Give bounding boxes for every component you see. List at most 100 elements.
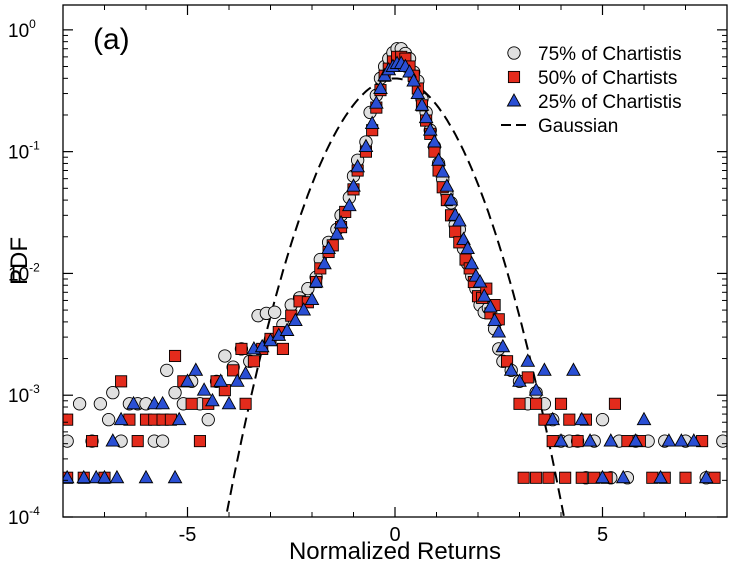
triangle-point <box>97 469 112 484</box>
square-point <box>513 397 526 410</box>
x-axis-label: Normalized Returns <box>289 538 501 565</box>
series-square <box>63 50 721 484</box>
circle-point <box>595 413 610 427</box>
triangle-point <box>373 80 388 94</box>
axis-ticks: -5 0 5 10-4 10-3 10-2 10-1 100 <box>8 5 728 546</box>
square-point <box>235 342 248 355</box>
square-point <box>227 364 240 377</box>
triangle-point <box>503 362 519 376</box>
triangle-point <box>653 469 668 484</box>
x-tick-label: -5 <box>179 524 197 546</box>
circle-point <box>93 397 108 411</box>
triangle-point <box>109 469 125 484</box>
triangle-point <box>487 312 502 327</box>
square-point <box>168 349 182 363</box>
triangle-point <box>321 240 336 255</box>
square-point <box>530 397 543 410</box>
legend-label: 25% of Chartistis <box>538 92 682 113</box>
y-tick-label: 10-3 <box>8 382 40 407</box>
triangle-point <box>628 433 644 447</box>
triangle-point <box>213 373 229 387</box>
legend: 75% of Chartistis 50% of Chartists 25% of … <box>501 44 682 137</box>
triangle-point <box>427 134 442 148</box>
triangle-point <box>410 85 426 99</box>
square-point <box>559 471 572 484</box>
square-point <box>530 471 543 484</box>
circle-point <box>63 434 74 448</box>
triangle-point <box>451 212 467 227</box>
legend-circle-swatch <box>507 46 521 60</box>
triangle-point <box>520 353 536 367</box>
triangle-point <box>431 152 446 166</box>
triangle-point <box>350 158 366 173</box>
triangle-point <box>636 411 652 426</box>
x-tick-label: 0 <box>389 524 400 546</box>
triangle-point <box>472 274 488 288</box>
y-tick-label: 10-4 <box>8 504 40 529</box>
triangle-point <box>443 192 459 206</box>
triangle-point <box>661 433 677 447</box>
circle-point <box>155 434 170 448</box>
triangle-point <box>402 64 417 78</box>
square-point <box>85 435 99 448</box>
circle-point <box>218 349 232 363</box>
circle-point <box>168 385 182 400</box>
triangle-point <box>566 362 581 376</box>
triangle-point <box>288 312 303 327</box>
legend-label: 50% of Chartists <box>538 68 677 89</box>
triangle-point <box>304 291 320 306</box>
y-tick-label: 10-1 <box>8 139 40 164</box>
square-point <box>449 225 462 238</box>
triangle-point <box>422 122 438 136</box>
data-series-layer <box>63 42 727 517</box>
legend-square-swatch <box>507 70 521 84</box>
circle-point <box>102 413 116 427</box>
triangle-point <box>491 324 507 338</box>
triangle-point <box>229 373 245 387</box>
triangle-point <box>308 274 324 288</box>
y-axis-label: PDF <box>6 237 33 285</box>
legend-triangle-swatch <box>506 93 522 107</box>
triangle-point <box>582 433 598 447</box>
square-point <box>501 355 514 368</box>
square-point <box>608 397 621 410</box>
square-point <box>542 471 555 484</box>
triangle-point <box>483 299 498 313</box>
triangle-point <box>155 395 170 410</box>
triangle-point <box>406 73 422 87</box>
square-point <box>517 471 530 484</box>
panel-label: (a) <box>93 23 130 56</box>
triangle-point <box>686 433 702 447</box>
y-tick-label: 100 <box>8 17 36 42</box>
triangle-point <box>545 411 561 426</box>
triangle-point <box>418 109 434 124</box>
triangle-point <box>698 469 714 484</box>
square-point <box>115 375 128 388</box>
triangle-point <box>180 373 195 387</box>
gaussian-curve <box>224 77 566 517</box>
circle-point <box>106 385 120 400</box>
y-tick-label: 10-2 <box>8 260 40 285</box>
circle-point <box>716 434 727 448</box>
triangle-point <box>595 469 610 484</box>
triangle-point <box>673 433 689 447</box>
square-point <box>521 371 534 384</box>
triangle-point <box>512 373 527 387</box>
triangle-point <box>528 382 544 396</box>
circle-point <box>201 413 215 427</box>
square-point <box>185 397 198 410</box>
triangle-point <box>205 392 220 407</box>
triangle-point <box>171 411 187 426</box>
triangle-point <box>221 395 237 410</box>
triangle-point <box>456 231 471 245</box>
square-point <box>679 471 692 484</box>
square-point <box>563 413 576 426</box>
triangle-point <box>603 433 619 447</box>
square-point <box>575 471 588 484</box>
triangle-point <box>188 362 204 376</box>
triangle-point <box>196 382 212 396</box>
triangle-point <box>358 138 374 153</box>
triangle-point <box>113 411 129 426</box>
series-triangle <box>63 55 714 484</box>
